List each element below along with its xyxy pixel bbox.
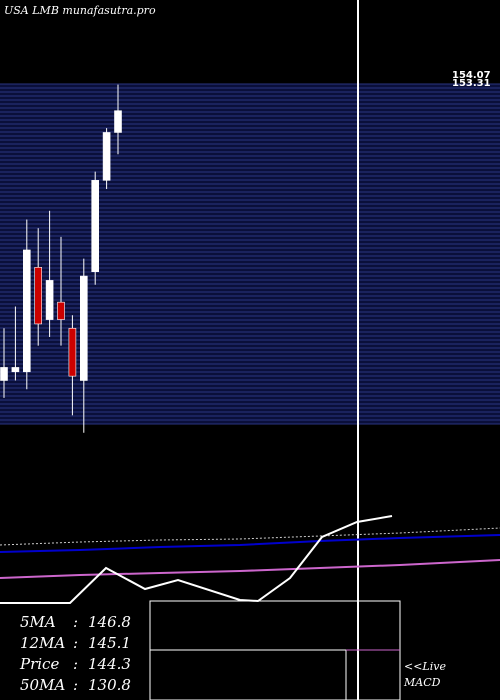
candle-up <box>102 132 111 181</box>
indicator-panel <box>0 515 500 700</box>
ma-magenta-line <box>0 559 500 579</box>
candle-down <box>34 267 43 325</box>
candle-up <box>45 280 54 320</box>
candle-up <box>91 180 99 273</box>
candle-up <box>114 110 122 133</box>
stat-12ma: 12MA:145.1 <box>20 634 131 652</box>
stat-price: Price:144.3 <box>19 655 131 673</box>
chart-title: USA LMB munafasutra.pro <box>4 4 156 17</box>
candle-down <box>68 327 77 377</box>
macd-title-label: MACD <box>403 676 441 689</box>
price-label-second: 153.31 <box>452 78 491 89</box>
stat-50ma: 50MA:130.8 <box>20 676 131 694</box>
oscillator-line <box>0 515 393 604</box>
stats-block: 5MA:146.8 12MA:145.1 Price:144.3 50MA:13… <box>19 613 131 694</box>
ma-dotted-line <box>0 527 500 546</box>
candle-up <box>80 275 88 381</box>
candle-up <box>11 367 20 373</box>
ma-blue-line <box>0 534 500 553</box>
macd-live-label: <<Live <box>404 660 446 673</box>
candle-up <box>0 367 8 381</box>
candle-up <box>22 249 31 373</box>
candle-down <box>57 301 65 320</box>
price-label-top: 154.07 <box>452 70 491 81</box>
stat-5ma: 5MA:146.8 <box>20 613 131 631</box>
candles-group <box>0 84 122 433</box>
